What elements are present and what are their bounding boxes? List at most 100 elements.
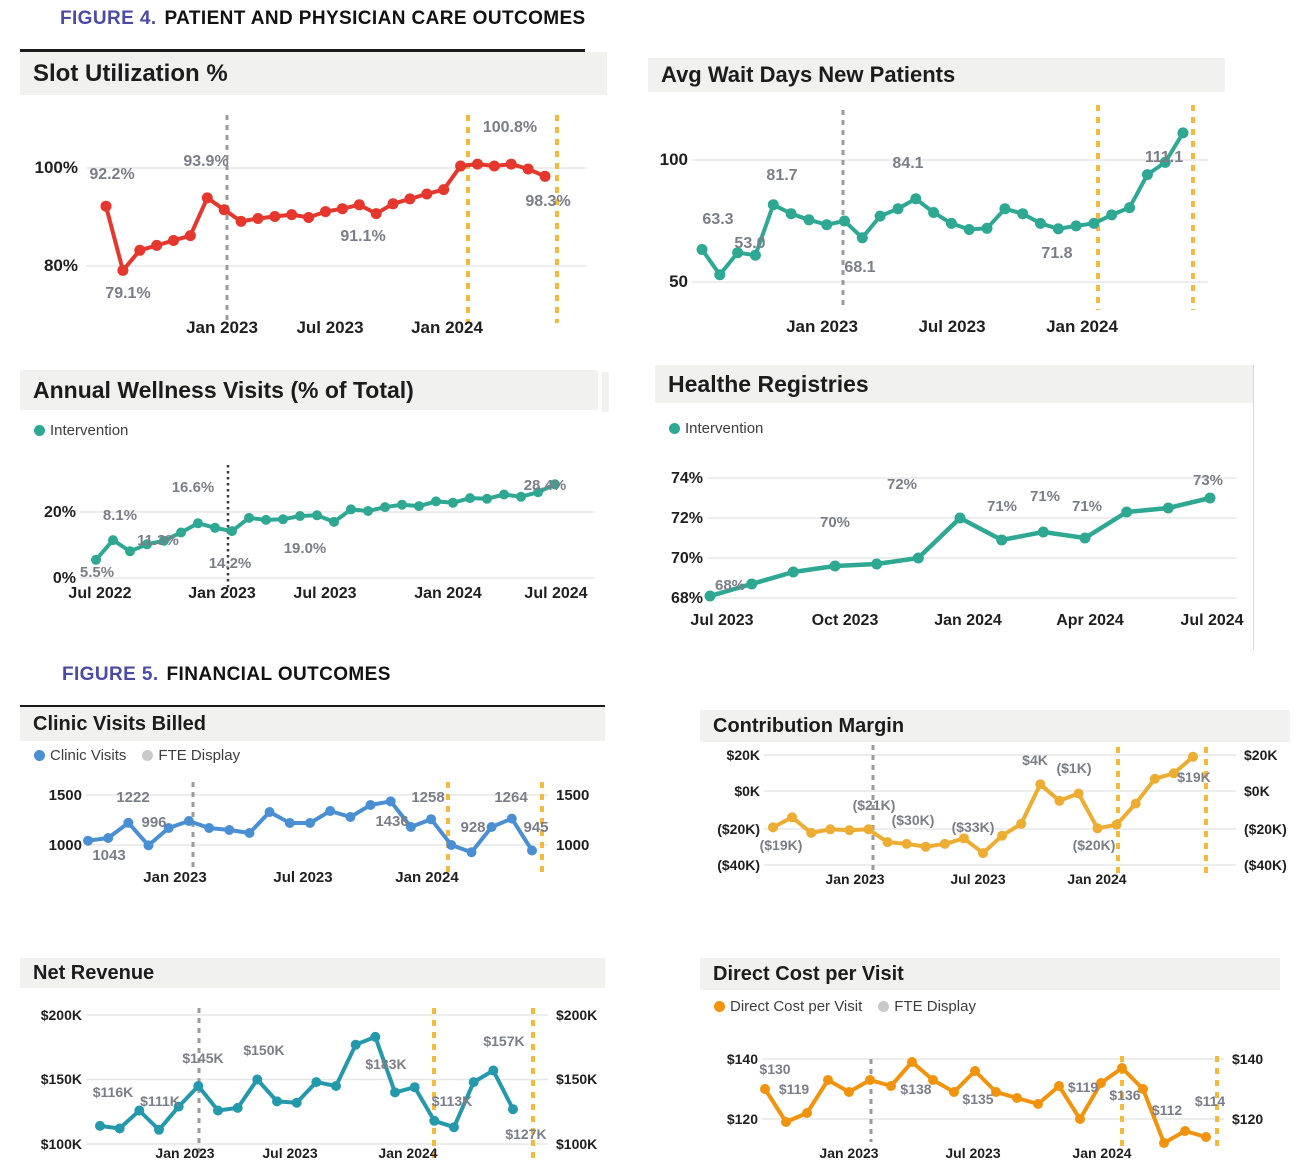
data-point [1188,751,1198,762]
y-axis-label: 80% [44,256,78,275]
data-point [1037,526,1049,538]
data-point [134,244,146,256]
data-point [527,845,537,856]
y-axis-label-right: $150K [556,1071,597,1087]
data-label: $130 [759,1061,790,1077]
x-tick-label: Jan 2023 [819,1145,878,1161]
series-line [763,1060,1208,1145]
series-line [771,754,1195,856]
data-label: $112 [1152,1102,1183,1118]
data-point [184,230,196,242]
chart-panel-net-revenue: $200K $150K $100K $200K $150K $100K Jan 2023 Ju… [20,958,605,1168]
data-point [125,546,135,557]
data-point [213,1105,223,1116]
data-point [856,232,868,244]
x-tick-label: Jan 2023 [825,871,884,887]
data-label: ($33K) [952,819,995,835]
contribution-margin-title-bar: Contribution Margin [700,710,1290,742]
data-point [704,590,716,602]
data-label: 98.3% [525,193,570,210]
y-axis-label: ($40K) [717,857,760,873]
chart-title: Healthe Registries [668,370,869,397]
chart-title: Slot Utilization % [33,59,228,87]
healthe-registries-legend: Intervention [669,420,763,437]
data-point [252,1074,263,1085]
data-point [331,1081,341,1091]
data-point [143,840,154,851]
x-tick-label: Jan 2024 [411,318,483,337]
data-point [472,158,483,170]
data-point [235,215,247,227]
series-line [700,130,1185,277]
data-point [204,823,215,833]
y-axis-label: 68% [671,590,703,607]
y-axis-label-right: 1000 [556,837,589,854]
data-label: 16.6% [172,479,215,496]
legend-item: Intervention [34,422,128,439]
clinic-visits-billed-plot: 1500 1000 1500 1000 Jan 2023 Jul 2023 Jan 2024… [49,782,589,886]
data-label: $136 [1109,1087,1140,1103]
y-axis-label-right: $20K [1244,747,1277,763]
data-point [844,825,855,836]
data-label: 1043 [92,847,125,864]
data-point [920,841,931,852]
data-point [1075,1114,1085,1124]
data-label: ($20K) [1073,837,1116,853]
y-axis-label: 74% [671,470,703,487]
data-point [325,806,336,816]
data-point [278,514,288,525]
data-point [907,1057,917,1067]
data-label: 71% [1030,488,1060,505]
data-point [370,208,382,220]
data-label: 11.3% [137,532,179,549]
data-point [802,1108,812,1118]
data-point [232,1102,243,1113]
data-point [1070,220,1082,232]
annual-wellness-visits-legend: Intervention [34,422,128,439]
data-point [787,812,798,823]
y-axis-label: $200K [41,1007,82,1023]
data-point [806,827,817,838]
x-tick-label: Oct 2023 [812,612,879,629]
data-label: 111.1 [1145,149,1183,166]
data-label: 68.1 [844,259,875,276]
data-point [409,1082,420,1093]
chart-title: Net Revenue [33,961,155,984]
data-point [488,1065,499,1076]
series-line [104,162,547,273]
data-point [912,552,924,564]
data-point [781,1117,791,1127]
panel-top-rule [20,49,585,52]
data-point [1177,127,1189,139]
slot-utilization-title-bar: Slot Utilization % [20,52,607,95]
data-point [261,514,271,525]
y-axis-label: 1000 [49,837,82,854]
data-point [874,210,886,222]
data-label: 996 [141,814,166,831]
data-label: 71% [987,498,1017,515]
data-point [1096,1078,1106,1088]
x-tick-label: Jan 2024 [934,612,1002,629]
contribution-margin-plot: $20K $0K ($20K) ($40K) $20K $0K ($20K) ($40K) Ja… [717,745,1287,887]
data-point [1138,1084,1148,1094]
data-label: $19K [1177,769,1210,785]
data-label: 19.0% [284,540,327,557]
data-point [939,838,950,849]
data-point [291,1097,302,1108]
data-label: $127K [505,1126,546,1142]
data-point [508,1104,518,1115]
data-point [405,822,416,832]
clinic-visits-billed-legend: Clinic Visits FTE Display [34,747,240,764]
data-point [455,160,467,172]
data-label: 91.1% [340,228,385,245]
data-label: $138 [900,1081,931,1097]
chart-title: Annual Wellness Visits (% of Total) [33,376,414,403]
data-label: 14.2% [209,555,252,572]
data-point [787,566,799,578]
x-tick-label: Jan 2024 [1046,317,1118,336]
data-label: 73% [1193,472,1223,489]
data-point [272,1096,282,1107]
x-tick-label: Jul 2022 [68,585,131,602]
y-axis-label: 0% [53,570,76,587]
